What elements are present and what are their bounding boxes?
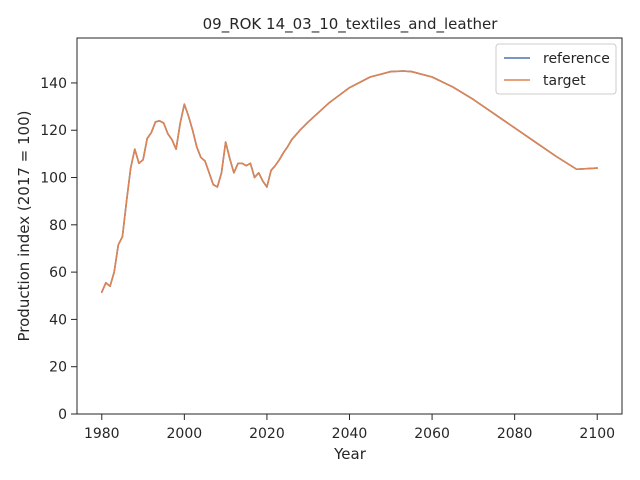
x-tick-label: 2040 bbox=[332, 426, 368, 442]
x-axis-label: Year bbox=[333, 445, 367, 463]
y-tick-label: 60 bbox=[49, 265, 67, 281]
chart-title: 09_ROK 14_03_10_textiles_and_leather bbox=[203, 15, 499, 34]
y-axis-label: Production index (2017 = 100) bbox=[15, 111, 33, 342]
x-tick-label: 2060 bbox=[414, 426, 450, 442]
y-tick-label: 120 bbox=[40, 123, 67, 139]
x-tick-label: 2020 bbox=[249, 426, 285, 442]
legend-box bbox=[495, 43, 617, 95]
y-tick-label: 20 bbox=[49, 360, 67, 376]
legend-label-reference: reference bbox=[543, 51, 610, 67]
x-tick-label: 2100 bbox=[579, 426, 615, 442]
x-tick-label: 2000 bbox=[167, 426, 203, 442]
y-tick-label: 80 bbox=[49, 218, 67, 234]
x-tick-label: 2080 bbox=[497, 426, 533, 442]
y-tick-label: 40 bbox=[49, 312, 67, 328]
legend-label-target: target bbox=[543, 73, 586, 89]
y-tick-label: 140 bbox=[40, 76, 67, 92]
y-axis: 0 20 40 60 80 100 120 140 bbox=[40, 76, 77, 423]
series-line-target bbox=[100, 70, 599, 294]
y-tick-label: 0 bbox=[58, 407, 67, 423]
y-tick-label: 100 bbox=[40, 171, 67, 187]
x-axis: 1980 2000 2020 2040 2060 2080 2100 bbox=[84, 414, 615, 442]
legend: reference target bbox=[495, 43, 617, 95]
plot-lines bbox=[100, 70, 599, 294]
x-tick-label: 1980 bbox=[84, 426, 120, 442]
